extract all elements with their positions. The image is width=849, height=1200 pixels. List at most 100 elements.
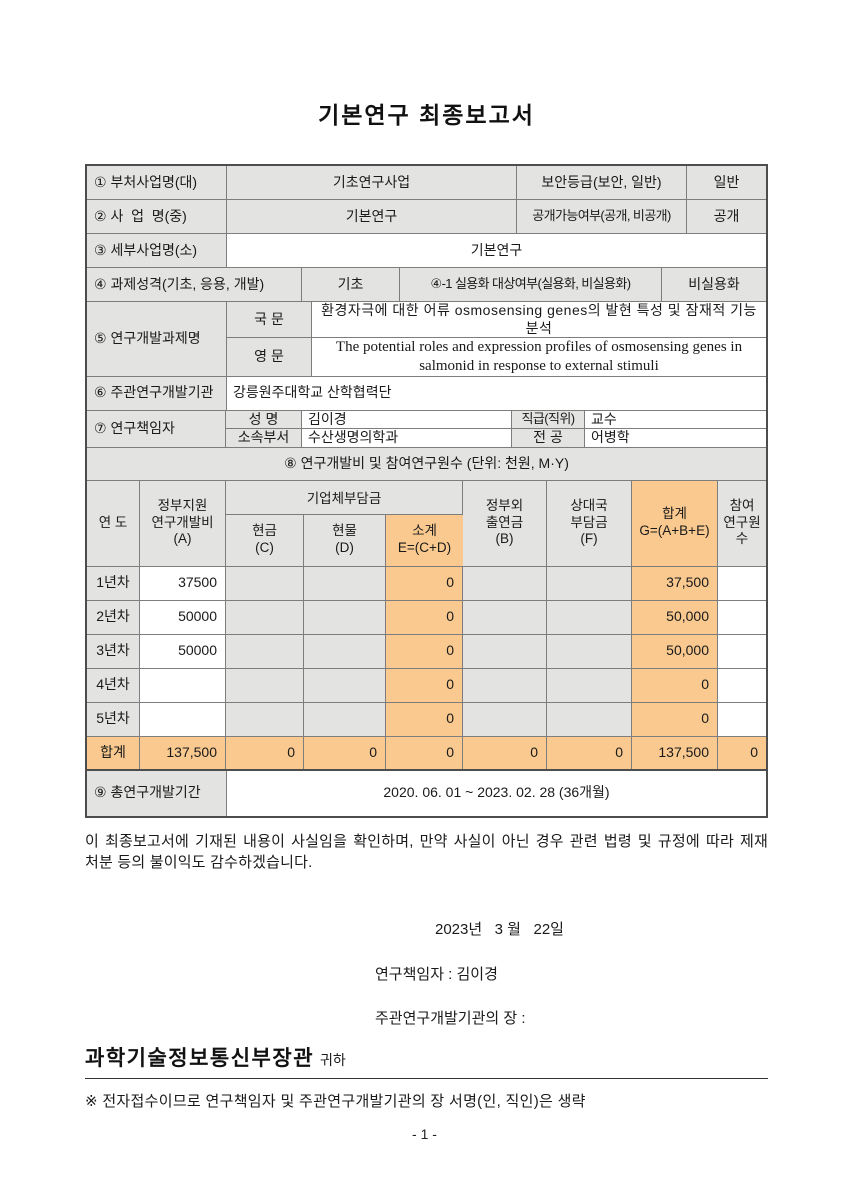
budget-cell-inkind — [304, 600, 386, 634]
security-grade-value: 일반 — [687, 166, 766, 199]
report-date: 2023년 3 월 22일 — [435, 920, 564, 938]
project-type-label: ④ 과제성격(기초, 응용, 개발) — [87, 268, 302, 301]
budget-cell-members — [718, 634, 766, 668]
budget-cell-extra — [463, 600, 547, 634]
budget-header-row: 연 도 정부지원 연구개발비 (A) 기업체부담금 현금 (C) 현물 (D) … — [87, 480, 766, 567]
security-grade-label: 보안등급(보안, 일반) — [517, 166, 687, 199]
pi-position-label: 직급(직위) — [512, 410, 585, 428]
page-number: - 1 - — [412, 1126, 437, 1142]
budget-row-year3: 3년차 50000 0 50,000 — [87, 634, 766, 669]
budget-cell-gov: 137,500 — [140, 736, 226, 769]
budget-col-members: 참여 연구원수 — [718, 480, 766, 566]
budget-col-inkind: 현물 (D) — [304, 514, 386, 566]
budget-cell-year: 4년차 — [87, 668, 140, 702]
budget-cell-cash — [226, 634, 304, 668]
kor-label: 국 문 — [227, 302, 312, 337]
budget-cell-inkind — [304, 668, 386, 702]
budget-cell-cash — [226, 600, 304, 634]
budget-cell-total: 37,500 — [632, 566, 718, 600]
budget-cell-partner — [547, 702, 632, 736]
budget-row-total: 합계 137,500 0 0 0 0 0 137,500 0 — [87, 736, 766, 771]
budget-cell-subtotal: 0 — [386, 702, 463, 736]
pi-name-label: 성 명 — [226, 410, 302, 428]
row-budget-section-header: ⑧ 연구개발비 및 참여연구원수 (단위: 천원, M·Y) — [87, 447, 766, 481]
budget-cell-inkind: 0 — [304, 736, 386, 769]
budget-cell-members — [718, 566, 766, 600]
ministry-program-value: 기초연구사업 — [227, 166, 517, 199]
row-project-type: ④ 과제성격(기초, 응용, 개발) 기초 ④-1 실용화 대상여부(실용화, … — [87, 268, 766, 302]
row-subprogram: ③ 세부사업명(소) 기본연구 — [87, 234, 766, 268]
budget-row-year5: 5년차 0 0 — [87, 702, 766, 737]
pi-major-value: 어병학 — [585, 429, 766, 447]
budget-col-year: 연 도 — [87, 480, 140, 566]
budget-cell-subtotal: 0 — [386, 736, 463, 769]
page-title: 기본연구 최종보고서 — [318, 102, 535, 128]
budget-cell-subtotal: 0 — [386, 566, 463, 600]
budget-cell-inkind — [304, 634, 386, 668]
row-project-title: ⑤ 연구개발과제명 국 문 환경자극에 대한 어류 osmosensing ge… — [87, 302, 766, 377]
budget-cell-cash — [226, 702, 304, 736]
budget-col-company: 기업체부담금 — [226, 480, 462, 515]
pi-dept-row: 소속부서 수산생명의학과 전 공 어병학 — [226, 429, 766, 447]
budget-cell-subtotal: 0 — [386, 600, 463, 634]
total-period-label: ⑨ 총연구개발기간 — [87, 770, 227, 816]
budget-col-gov: 정부지원 연구개발비 (A) — [140, 480, 226, 566]
program-name-label: ② 사 업 명(중) — [87, 200, 227, 233]
subprogram-value: 기본연구 — [227, 234, 766, 267]
budget-cell-gov — [140, 702, 226, 736]
budget-cell-total: 0 — [632, 702, 718, 736]
budget-cell-inkind — [304, 566, 386, 600]
budget-cell-total: 0 — [632, 668, 718, 702]
budget-cell-gov: 50000 — [140, 634, 226, 668]
budget-cell-partner — [547, 600, 632, 634]
pi-position-value: 교수 — [585, 410, 766, 428]
total-period-value: 2020. 06. 01 ~ 2023. 02. 28 (36개월) — [227, 770, 766, 816]
budget-row-year1: 1년차 37500 0 37,500 — [87, 566, 766, 601]
eng-title-value: The potential roles and expression profi… — [312, 338, 766, 376]
project-title-eng-row: 영 문 The potential roles and expression p… — [227, 338, 766, 376]
budget-cell-extra — [463, 668, 547, 702]
budget-col-company-group: 기업체부담금 현금 (C) 현물 (D) 소계 E=(C+D) — [226, 480, 463, 566]
budget-cell-partner — [547, 566, 632, 600]
budget-row-year4: 4년차 0 0 — [87, 668, 766, 703]
budget-cell-extra — [463, 566, 547, 600]
budget-cell-total: 137,500 — [632, 736, 718, 769]
budget-cell-inkind — [304, 702, 386, 736]
commercialization-label: ④-1 실용화 대상여부(실용화, 비실용화) — [400, 268, 662, 301]
org-head-signature-line: 주관연구개발기관의 장 : — [375, 1009, 526, 1027]
row-principal-investigator: ⑦ 연구책임자 성 명 김이경 직급(직위) 교수 소속부서 수산생명의학과 전… — [87, 410, 766, 448]
budget-col-cash: 현금 (C) — [226, 514, 304, 566]
budget-cell-total: 50,000 — [632, 600, 718, 634]
commercialization-value: 비실용화 — [662, 268, 766, 301]
budget-col-total: 합계 G=(A+B+E) — [632, 480, 718, 566]
budget-row-year2: 2년차 50000 0 50,000 — [87, 600, 766, 635]
project-title-kor-row: 국 문 환경자극에 대한 어류 osmosensing genes의 발현 특성… — [227, 302, 766, 338]
recipient-name: 과학기술정보통신부장관 — [85, 1046, 315, 1070]
pi-name-value: 김이경 — [302, 410, 512, 428]
project-title-label: ⑤ 연구개발과제명 — [87, 302, 227, 376]
electronic-submission-note: ※ 전자접수이므로 연구책임자 및 주관연구개발기관의 장 서명(인, 직인)은… — [85, 1092, 586, 1110]
row-lead-institute: ⑥ 주관연구개발기관 강릉원주대학교 산학협력단 — [87, 376, 766, 411]
ministry-program-label: ① 부처사업명(대) — [87, 166, 227, 199]
budget-cell-cash: 0 — [226, 736, 304, 769]
pi-dept-value: 수산생명의학과 — [302, 429, 512, 447]
budget-cell-members: 0 — [718, 736, 766, 769]
budget-cell-extra: 0 — [463, 736, 547, 769]
budget-cell-subtotal: 0 — [386, 634, 463, 668]
budget-col-extra: 정부외 출연금 (B) — [463, 480, 547, 566]
pi-label: ⑦ 연구책임자 — [87, 410, 226, 447]
budget-cell-gov — [140, 668, 226, 702]
row-program-name: ② 사 업 명(중) 기본연구 공개가능여부(공개, 비공개) 공개 — [87, 200, 766, 234]
eng-label: 영 문 — [227, 338, 312, 376]
budget-cell-subtotal: 0 — [386, 668, 463, 702]
disclosure-label: 공개가능여부(공개, 비공개) — [517, 200, 687, 233]
lead-institute-label: ⑥ 주관연구개발기관 — [87, 376, 227, 410]
confirmation-statement: 이 최종보고서에 기재된 내용이 사실임을 확인하며, 만약 사실이 아닌 경우… — [85, 832, 768, 871]
recipient-line: 과학기술정보통신부장관 귀하 — [85, 1042, 768, 1079]
budget-cell-total: 50,000 — [632, 634, 718, 668]
lead-institute-value: 강릉원주대학교 산학협력단 — [227, 376, 766, 410]
project-type-value: 기초 — [302, 268, 400, 301]
pi-signature-line: 연구책임자 : 김이경 — [375, 965, 498, 983]
budget-cell-partner: 0 — [547, 736, 632, 769]
